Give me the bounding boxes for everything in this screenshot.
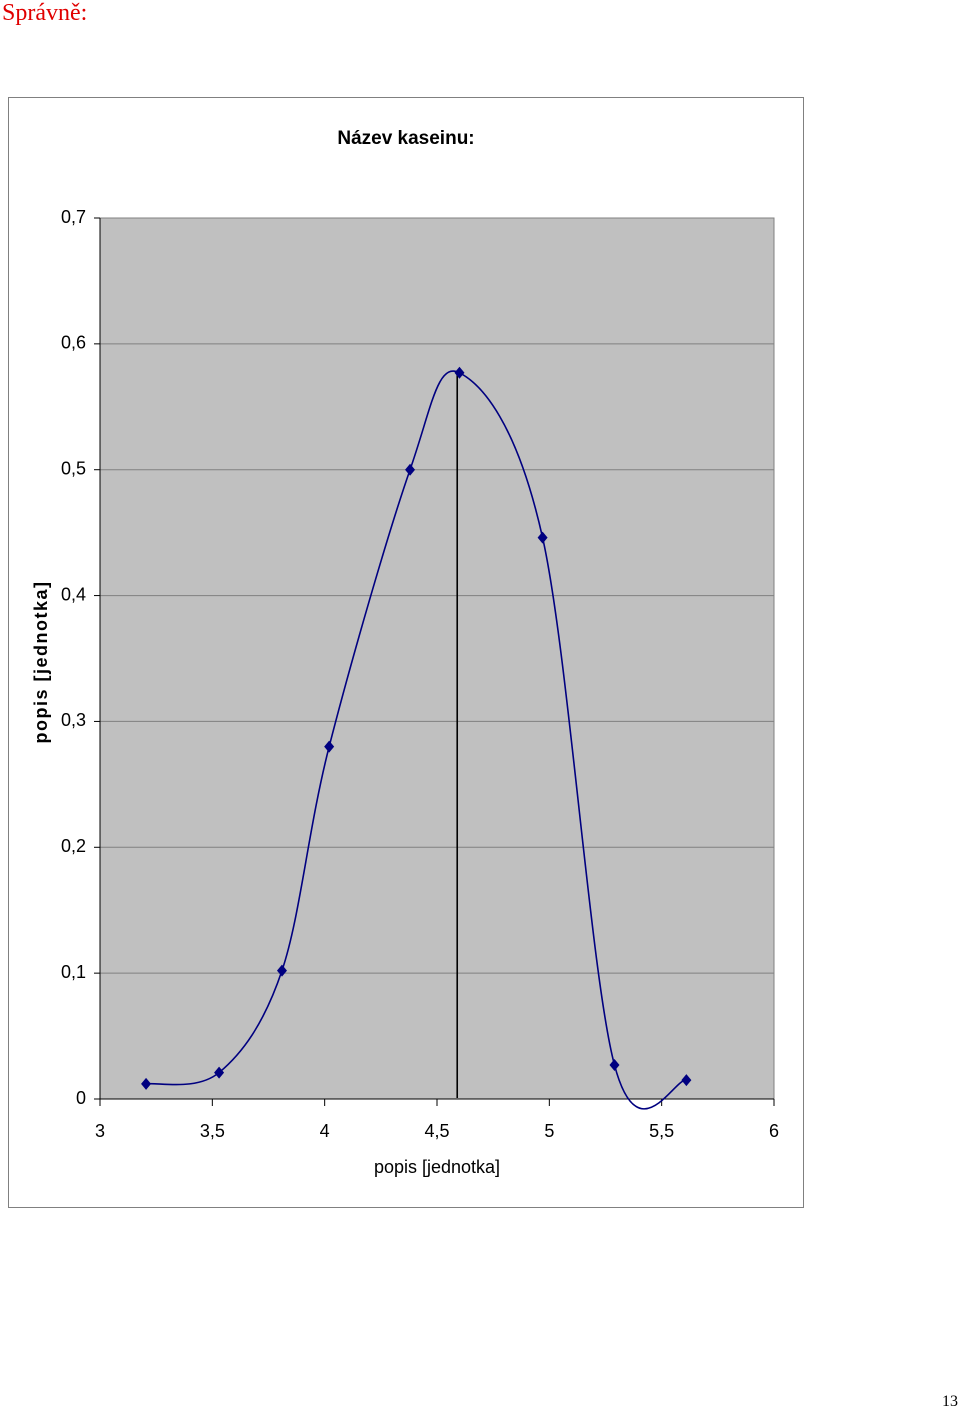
y-tick-label: 0,1: [61, 962, 86, 982]
x-tick-label: 5: [544, 1121, 554, 1141]
x-tick-label: 3: [95, 1121, 105, 1141]
x-tick-label: 6: [769, 1121, 779, 1141]
y-axis-label: popis [jednotka]: [31, 581, 51, 744]
x-tick-label: 4: [320, 1121, 330, 1141]
data-point: [681, 1074, 692, 1087]
plot-area: [99, 217, 775, 1100]
x-tick-label: 3,5: [200, 1121, 225, 1141]
y-tick-label: 0,6: [61, 333, 86, 353]
data-point: [324, 740, 335, 753]
y-tick-label: 0,3: [61, 710, 86, 730]
series-line: [145, 370, 687, 1110]
data-point: [214, 1066, 225, 1079]
data-point: [276, 964, 287, 977]
y-tick-label: 0,7: [61, 207, 86, 227]
heading: Správně:: [2, 0, 88, 26]
data-point: [609, 1059, 620, 1072]
x-axis-label: popis [jednotka]: [374, 1157, 500, 1177]
data-point: [405, 463, 416, 476]
data-point: [537, 531, 548, 544]
x-tick-label: 5,5: [649, 1121, 674, 1141]
page-number: 13: [942, 1393, 958, 1410]
y-tick-label: 0,5: [61, 458, 86, 478]
x-tick-label: 4,5: [424, 1121, 449, 1141]
y-tick-label: 0,2: [61, 836, 86, 856]
chart-title: Název kaseinu:: [337, 128, 474, 149]
data-point: [141, 1077, 152, 1090]
y-tick-label: 0,4: [61, 584, 86, 604]
data-point: [454, 366, 465, 379]
y-tick-label: 0: [76, 1088, 86, 1108]
